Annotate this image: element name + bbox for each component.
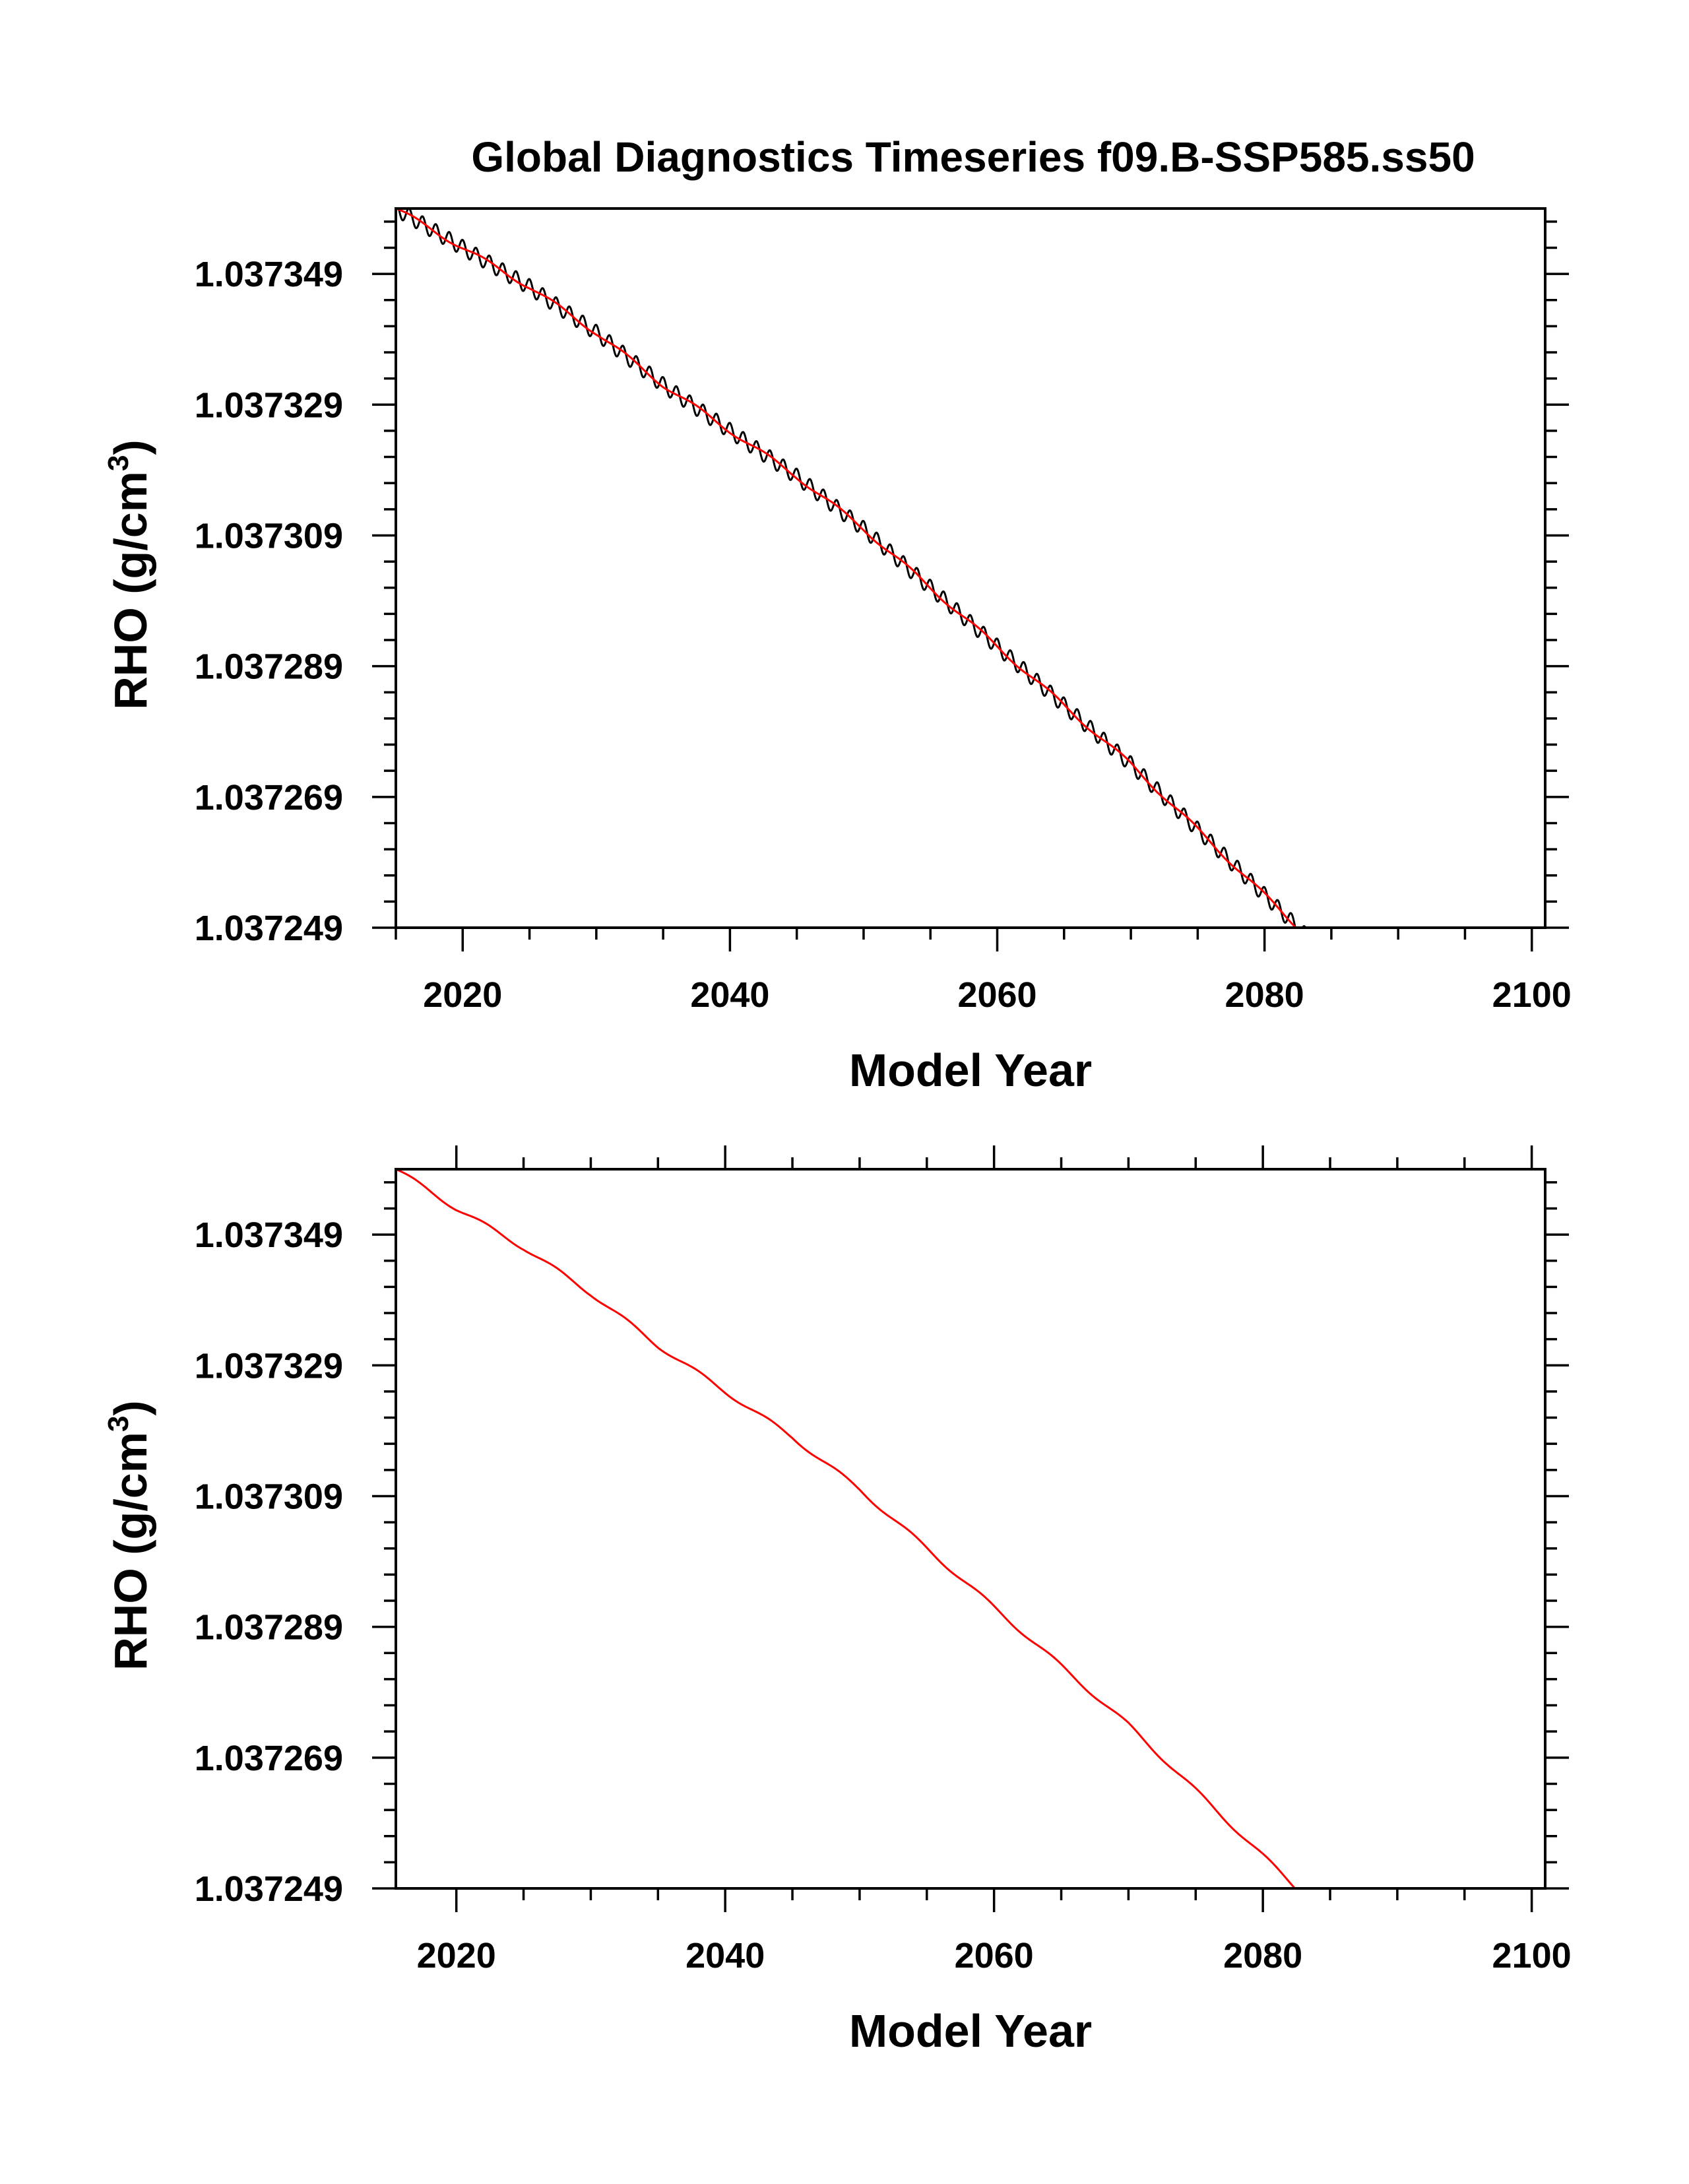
x-tick-label: 2020 [417, 1936, 496, 1975]
y-tick-label: 1.037289 [195, 647, 343, 687]
x-tick-label: 2080 [1223, 1936, 1302, 1975]
y-tick-label: 1.037269 [195, 1739, 343, 1778]
y-tick-label: 1.037309 [195, 516, 343, 556]
y-tick-label: 1.037249 [195, 909, 343, 948]
x-axis-title: Model Year [849, 2005, 1092, 2057]
x-tick-label: 2040 [685, 1936, 765, 1975]
y-tick-label: 1.037289 [195, 1608, 343, 1648]
x-tick-label: 2080 [1225, 975, 1304, 1015]
series-monthly-line [397, 209, 1307, 928]
series-annual-mean-line [396, 209, 1297, 928]
axes-frame [395, 207, 1546, 929]
series-annual-mean-line [396, 1169, 1296, 1888]
y-tick-label: 1.037329 [195, 1346, 343, 1386]
y-tick-label: 1.037329 [195, 385, 343, 425]
y-tick-label: 1.037309 [195, 1477, 343, 1516]
y-tick-label: 1.037269 [195, 778, 343, 818]
y-axis-title: RHO (g/cm3) [102, 439, 156, 710]
y-tick-label: 1.037349 [195, 1215, 343, 1255]
x-tick-label: 2040 [690, 975, 769, 1015]
plot-area [396, 1169, 1296, 1888]
figure-title: Global Diagnostics Timeseries f09.B-SSP5… [471, 133, 1475, 181]
top-panel: 2020 2040 2060 2080 2100 1.037249 1.037269 1.03… [102, 207, 1572, 1096]
plot-area [396, 209, 1307, 928]
y-axis-title: RHO (g/cm3) [102, 1400, 156, 1671]
x-tick-label: 2060 [955, 1936, 1034, 1975]
x-tick-label: 2100 [1492, 1936, 1572, 1975]
y-tick-label: 1.037349 [195, 255, 343, 294]
x-tick-label: 2020 [423, 975, 502, 1015]
x-tick-label: 2060 [957, 975, 1036, 1015]
x-tick-label: 2100 [1492, 975, 1572, 1015]
bottom-panel: 2020 2040 2060 2080 2100 1.037249 1.037269 1.03… [102, 1145, 1572, 2057]
axes-frame [395, 1168, 1546, 1890]
x-axis-title: Model Year [849, 1044, 1092, 1096]
y-tick-label: 1.037249 [195, 1869, 343, 1909]
